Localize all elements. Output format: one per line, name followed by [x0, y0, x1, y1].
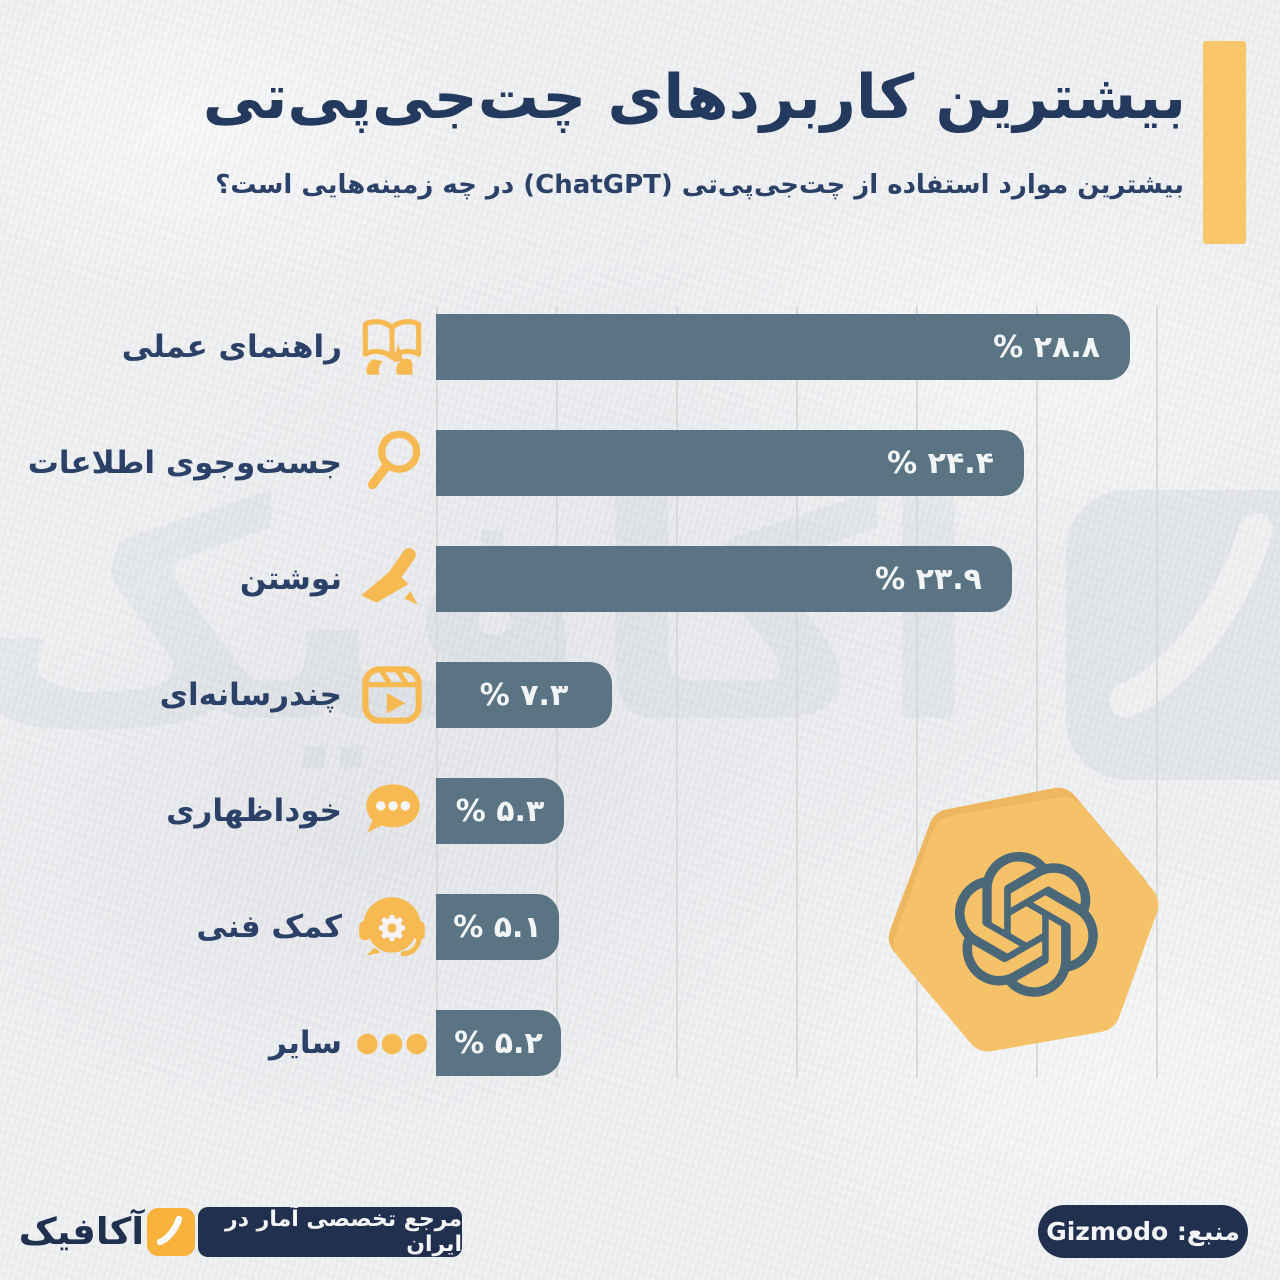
bar: % ۵.۳ — [436, 778, 564, 844]
bar-row: نوشتن % ۲۳.۹ — [0, 546, 1280, 612]
bar-row: جست‌وجوی اطلاعات % ۲۴.۴ — [0, 430, 1280, 496]
bar-row: خوداظهاری % ۵.۳ — [0, 778, 1280, 844]
source-badge: منبع: Gizmodo — [1038, 1205, 1248, 1258]
page-title: بیشترین کاربردهای چت‌جی‌پی‌تی — [202, 62, 1187, 133]
openai-logo-blob — [880, 778, 1172, 1070]
multimedia-reels-icon — [352, 655, 432, 735]
tagline-badge: مرجع تخصصی آمار در ایران — [198, 1207, 462, 1257]
category-label: سایر — [268, 1025, 342, 1061]
bar: % ۲۴.۴ — [436, 430, 1024, 496]
bar: % ۵.۱ — [436, 894, 559, 960]
bar-row: کمک فنی % ۵.۱ — [0, 894, 1280, 960]
bar-value-label: % ۵.۱ — [453, 909, 542, 945]
bar-value-label: % ۷.۳ — [479, 677, 569, 713]
brand-logo-icon — [147, 1208, 195, 1256]
bar-row: سایر % ۵.۲ — [0, 1010, 1280, 1076]
tagline-text: مرجع تخصصی آمار در ایران — [225, 1207, 462, 1257]
category-label: چندرسانه‌ای — [159, 677, 342, 713]
category-label: خوداظهاری — [166, 793, 342, 829]
bar-value-label: % ۵.۲ — [454, 1025, 543, 1061]
bar-row: راهنمای عملی % ۲۸.۸ — [0, 314, 1280, 380]
more-dots-icon — [352, 1003, 432, 1083]
page-subtitle: بیشترین موارد استفاده از چت‌جی‌پی‌تی (Ch… — [215, 170, 1184, 200]
bar-row: چندرسانه‌ای % ۷.۳ — [0, 662, 1280, 728]
source-text: منبع: Gizmodo — [1046, 1217, 1240, 1246]
writing-pen-icon — [352, 539, 432, 619]
search-icon — [352, 423, 432, 503]
bar-value-label: % ۵.۳ — [455, 793, 545, 829]
bar: % ۲۸.۸ — [436, 314, 1130, 380]
category-label: راهنمای عملی — [121, 329, 342, 365]
bar: % ۵.۲ — [436, 1010, 561, 1076]
category-label: نوشتن — [239, 561, 342, 597]
bar: % ۲۳.۹ — [436, 546, 1012, 612]
category-label: جست‌وجوی اطلاعات — [27, 445, 342, 481]
chat-bubble-icon — [352, 771, 432, 851]
category-label: کمک فنی — [196, 909, 342, 945]
guide-book-icon — [352, 307, 432, 387]
technical-support-icon — [352, 887, 432, 967]
title-accent-bar — [1203, 41, 1246, 244]
openai-logo — [954, 851, 1098, 997]
bar: % ۷.۳ — [436, 662, 612, 728]
bar-value-label: % ۲۴.۴ — [887, 445, 994, 481]
bar-value-label: % ۲۳.۹ — [875, 561, 982, 597]
bar-value-label: % ۲۸.۸ — [993, 329, 1100, 365]
brand-wordmark: آکافیک — [18, 1210, 144, 1253]
